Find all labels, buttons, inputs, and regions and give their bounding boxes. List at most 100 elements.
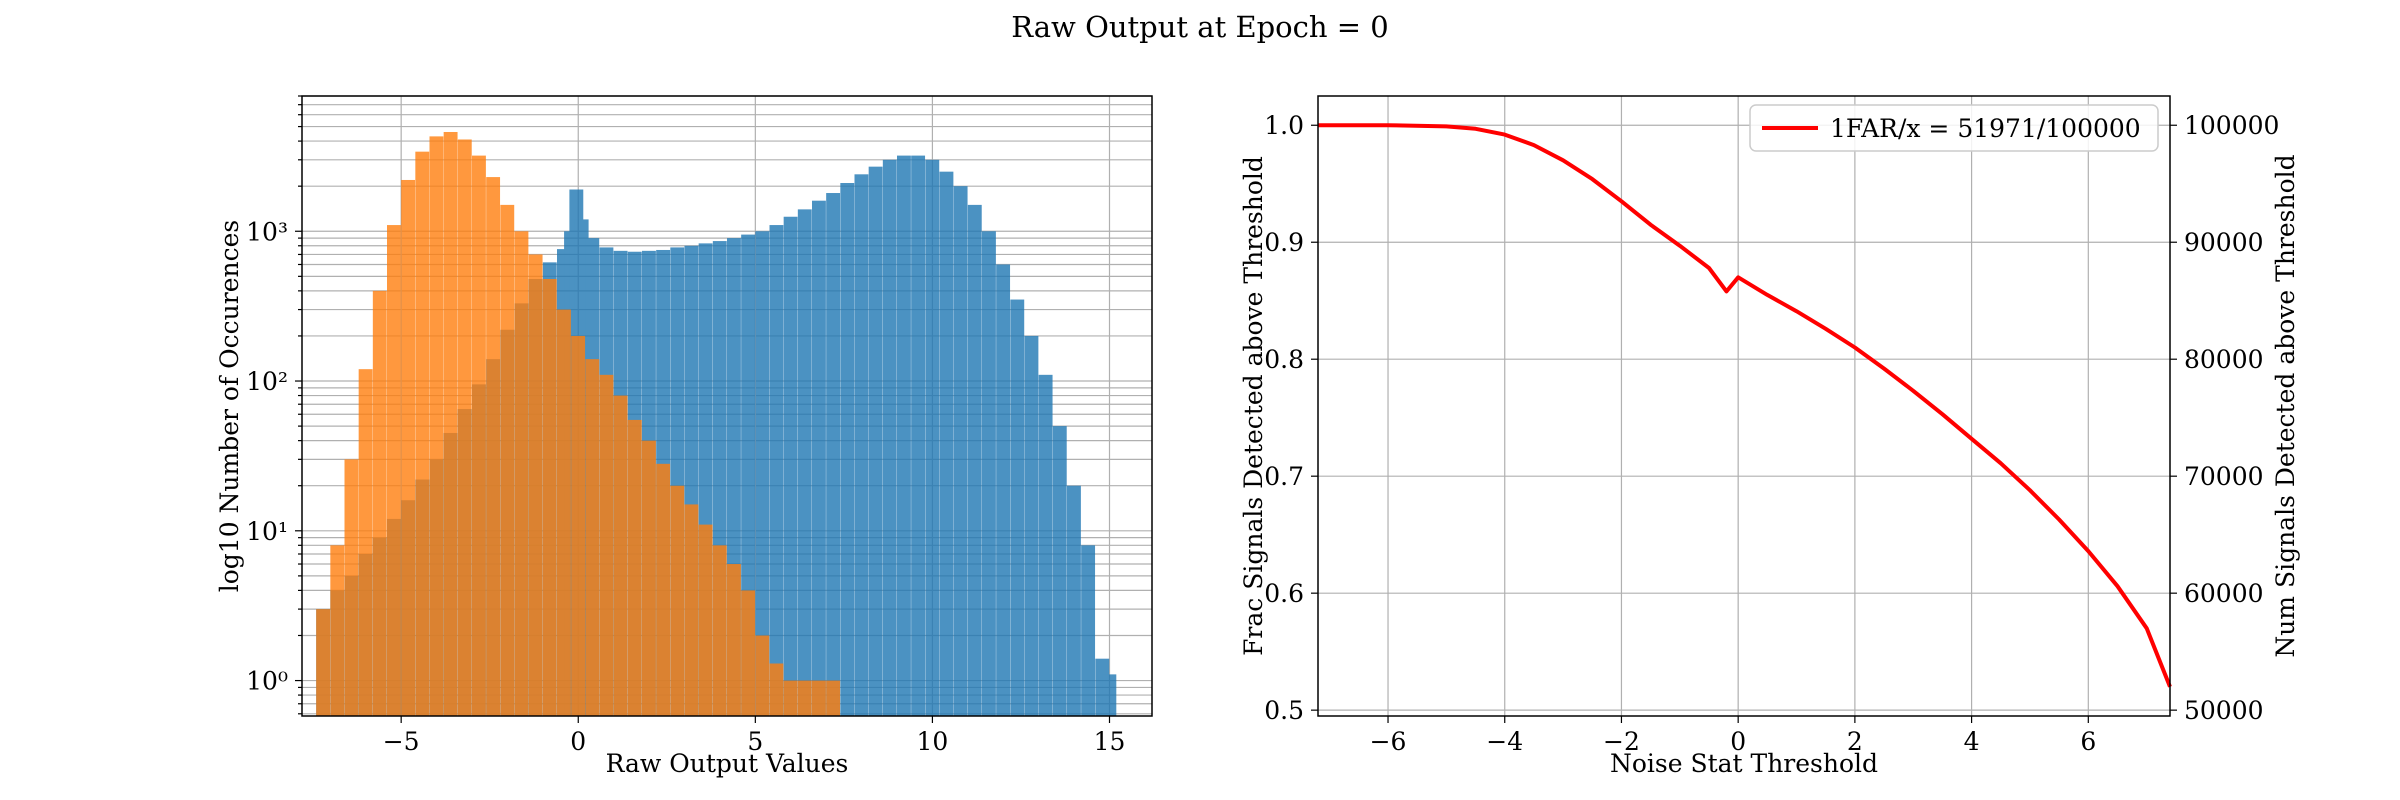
detection-curve-line: [1318, 123, 2172, 688]
histogram-bar: [330, 545, 345, 716]
detection-curve-right-y-tick-label: 90000: [2184, 228, 2264, 257]
histogram-bar: [982, 231, 996, 716]
histogram-series-noise: [316, 131, 841, 717]
histogram-bar: [797, 680, 812, 716]
histogram-bar: [741, 590, 756, 716]
histogram-bar: [812, 200, 826, 717]
histogram-bar: [1081, 545, 1096, 716]
histogram-bar: [528, 254, 543, 716]
histogram-x-tick-label: 15: [1094, 727, 1126, 756]
histogram-bar: [769, 225, 784, 716]
histogram-bar: [897, 155, 911, 717]
detection-curve-gridlines: [1318, 96, 2170, 716]
legend-box: [1749, 104, 2159, 152]
histogram-bar: [1024, 335, 1039, 716]
histogram-y-tick-label: 10²: [246, 367, 288, 396]
histogram-bar: [1052, 426, 1067, 716]
detection-curve-left-y-tick-label: 0.5: [1264, 696, 1304, 725]
detection-curve-left-y-tick-label: 0.7: [1264, 462, 1304, 491]
histogram-bar: [684, 504, 699, 716]
detection-curve-panel: −6 −4 −2 0 2 4 6 0.5 0.6 0.7 0.8 0.9 1.0 50000 60000 70…: [1239, 95, 2300, 778]
histogram-panel: −5 0 5 10 15 10⁰ 10¹ 10² 10³ Raw Output Values l…: [215, 95, 1153, 778]
histogram-bar: [599, 374, 614, 716]
histogram-bar: [712, 545, 727, 716]
detection-curve-ticks: −6 −4 −2 0 2 4 6 0.5 0.6 0.7 0.8 0.9 1.0 50000 60000 70…: [1264, 111, 2279, 756]
histogram-bar: [755, 635, 770, 716]
histogram-bar: [840, 182, 855, 716]
histogram-bar: [627, 419, 642, 716]
histogram-bar: [727, 564, 741, 716]
histogram-x-axis-label: Raw Output Values: [606, 749, 849, 778]
histogram-bar: [826, 680, 841, 716]
histogram-y-tick-label: 10¹: [246, 517, 288, 546]
histogram-bar: [401, 179, 416, 716]
histogram-bar: [670, 485, 685, 716]
histogram-bar: [755, 231, 770, 716]
detection-curve-x-tick-label: 2: [1847, 727, 1863, 756]
figure-title: Raw Output at Epoch = 0: [1011, 10, 1389, 44]
histogram-y-tick-label: 10⁰: [246, 667, 288, 696]
histogram-bar: [443, 131, 458, 717]
legend: 1FAR/x = 51971/100000: [1749, 104, 2159, 152]
histogram-bar: [316, 609, 331, 716]
histogram-bar: [571, 335, 586, 716]
histogram-bar: [486, 177, 501, 716]
histogram-bar: [387, 225, 401, 716]
histogram-axes-frame: [301, 95, 1153, 717]
detection-curve-left-y-tick-label: 1.0: [1264, 111, 1304, 140]
histogram-bar: [911, 155, 926, 717]
detection-curve-right-y-tick-label: 100000: [2184, 111, 2279, 140]
detection-curve-x-tick-label: 0: [1730, 727, 1746, 756]
detection-curve-x-tick-label: 6: [2080, 727, 2096, 756]
histogram-bar: [1038, 374, 1053, 716]
legend-label: 1FAR/x = 51971/100000: [1830, 114, 2141, 143]
histogram-bar: [812, 680, 826, 716]
histogram-bar: [557, 309, 571, 716]
histogram-bar: [372, 290, 387, 716]
histogram-x-tick-label: 5: [747, 727, 763, 756]
histogram-bar: [585, 359, 600, 716]
histogram-bar: [472, 155, 486, 717]
histogram-bar: [996, 264, 1011, 716]
histogram-x-tick-label: 10: [917, 727, 949, 756]
histogram-bar: [769, 663, 784, 716]
detection-curve-left-y-axis-label: Frac Signals Detected above Threshold: [1239, 156, 1268, 656]
detection-curve-right-y-tick-label: 80000: [2184, 345, 2264, 374]
histogram-bar: [1010, 299, 1025, 716]
histogram-bar: [656, 463, 671, 716]
detection-curve-left-y-tick-label: 0.9: [1264, 228, 1304, 257]
histogram-bar: [1102, 674, 1117, 716]
histogram-bar: [797, 209, 812, 716]
histogram-bar: [783, 216, 798, 716]
histogram-bar: [642, 440, 656, 716]
histogram-bars: [316, 131, 1117, 717]
histogram-x-tick-label: −5: [383, 727, 420, 756]
histogram-y-tick-label: 10³: [246, 217, 288, 246]
histogram-bar: [939, 171, 954, 716]
histogram-bar: [457, 139, 472, 716]
histogram-bar: [826, 193, 841, 717]
histogram-bar: [783, 680, 798, 716]
histogram-bar: [925, 159, 940, 717]
histogram-bar: [1067, 485, 1081, 716]
histogram-y-axis-label: log10 Number of Occurences: [215, 220, 244, 593]
detection-curve-right-y-tick-label: 60000: [2184, 579, 2264, 608]
detection-curve-x-tick-label: −2: [1603, 727, 1640, 756]
histogram-x-tick-label: 0: [570, 727, 586, 756]
histogram-bar: [868, 166, 883, 716]
detection-curve-x-axis-label: Noise Stat Threshold: [1610, 749, 1878, 778]
histogram-bar: [953, 186, 968, 717]
histogram-bar: [542, 278, 557, 716]
detection-curve-x-tick-label: −6: [1370, 727, 1407, 756]
detection-curve-x-tick-label: −4: [1486, 727, 1523, 756]
histogram-bar: [967, 204, 982, 716]
histogram-bar: [358, 369, 373, 716]
histogram-ticks: −5 0 5 10 15 10⁰ 10¹ 10² 10³: [246, 95, 1126, 756]
histogram-bar: [854, 174, 869, 717]
detection-curve-right-y-axis-label: Num Signals Detected above Threshold: [2271, 154, 2300, 657]
detection-curve-right-y-tick-label: 70000: [2184, 462, 2264, 491]
histogram-bar: [429, 136, 444, 716]
detection-curve-right-y-tick-label: 50000: [2184, 696, 2264, 725]
detection-curve-left-y-tick-label: 0.8: [1264, 345, 1304, 374]
